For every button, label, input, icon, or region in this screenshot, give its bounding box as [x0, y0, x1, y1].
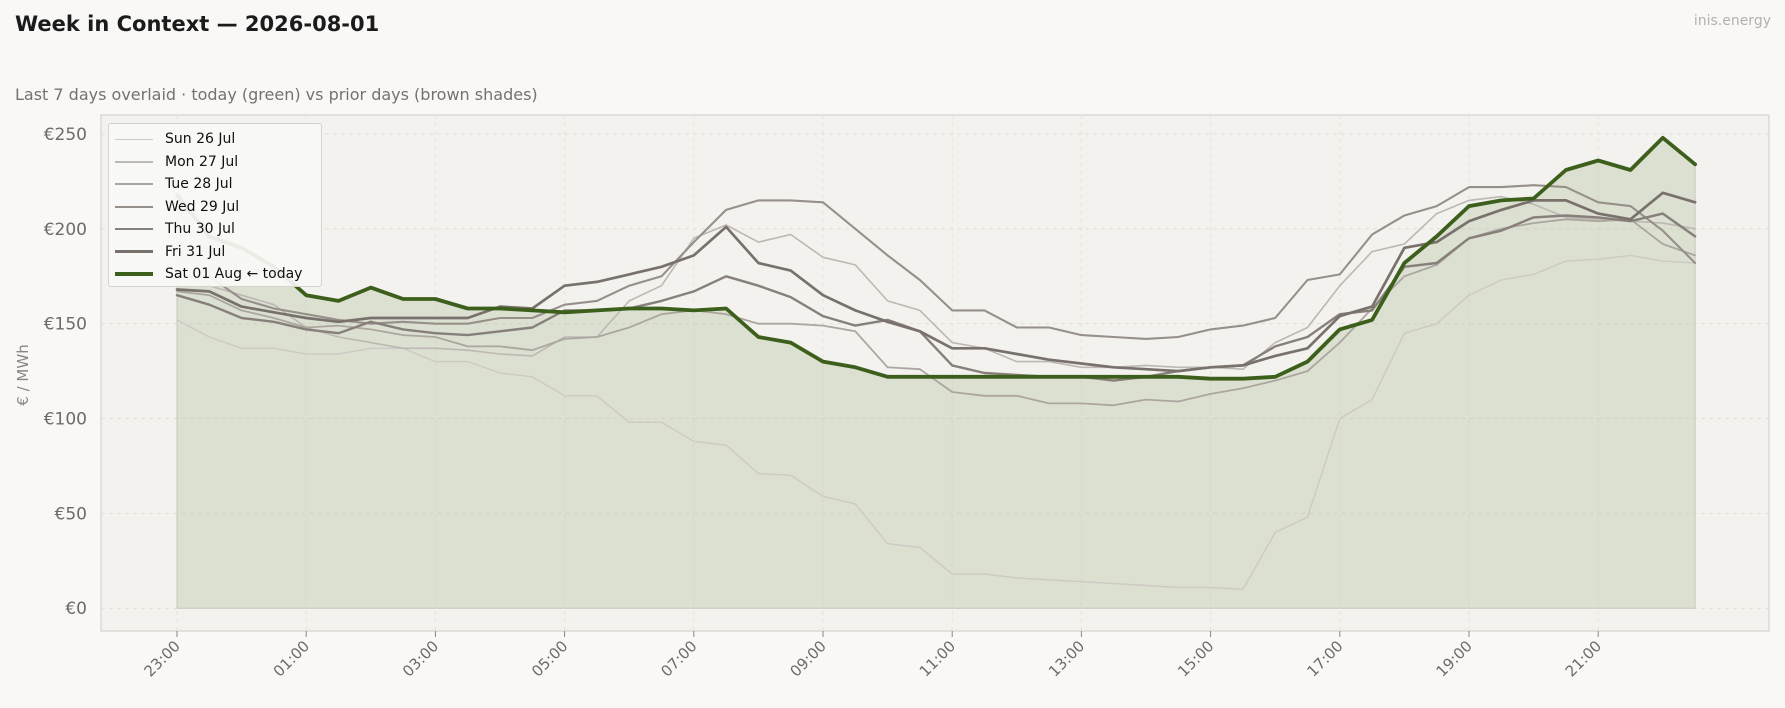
legend-swatch	[115, 138, 153, 140]
x-tick-label: 13:00	[1045, 637, 1088, 680]
legend-label: Thu 30 Jul	[165, 221, 235, 238]
x-tick-label: 19:00	[1433, 637, 1476, 680]
brand-label: inis.energy	[1693, 13, 1771, 29]
series-line-1	[176, 195, 1696, 371]
legend-item: Thu 30 Jul	[115, 218, 321, 241]
legend-item: Sun 26 Jul	[115, 128, 321, 151]
legend-item: Sat 01 Aug ← today	[115, 263, 321, 286]
y-tick-label: €150	[44, 315, 87, 335]
x-tick-label: 03:00	[399, 637, 442, 680]
y-axis-title: € / MWh	[14, 344, 32, 406]
y-tick-label: €250	[44, 125, 87, 145]
legend-swatch	[115, 160, 153, 163]
series-line-4	[175, 212, 1697, 382]
legend-label: Wed 29 Jul	[165, 198, 240, 215]
legend-swatch	[115, 272, 153, 277]
legend-item: Tue 28 Jul	[115, 173, 321, 196]
y-tick-label: €50	[55, 504, 87, 524]
legend-swatch	[115, 183, 153, 186]
x-tick-label: 23:00	[141, 637, 184, 680]
legend-label: Tue 28 Jul	[165, 176, 233, 193]
y-tick-label: €100	[44, 410, 87, 430]
chart-subtitle: Last 7 days overlaid · today (green) vs …	[15, 85, 538, 104]
legend-swatch	[115, 228, 153, 231]
series-line-2	[176, 218, 1696, 407]
legend-swatch	[115, 205, 153, 208]
legend-label: Mon 27 Jul	[165, 153, 239, 170]
legend-item: Wed 29 Jul	[115, 196, 321, 219]
series-line-5	[175, 191, 1697, 373]
series-line-0	[176, 254, 1696, 590]
x-tick-label: 07:00	[657, 637, 700, 680]
x-tick-label: 05:00	[528, 637, 571, 680]
legend-label: Sat 01 Aug ← today	[165, 266, 303, 283]
legend-label: Fri 31 Jul	[165, 243, 226, 260]
x-tick-label: 21:00	[1562, 637, 1605, 680]
x-tick-label: 15:00	[1174, 637, 1217, 680]
legend-swatch	[115, 250, 153, 254]
x-tick-label: 01:00	[270, 637, 313, 680]
x-tick-label: 09:00	[787, 637, 830, 680]
y-tick-label: €200	[44, 220, 87, 240]
series-line-3	[175, 184, 1697, 340]
legend-label: Sun 26 Jul	[165, 131, 236, 148]
legend-item: Fri 31 Jul	[115, 241, 321, 264]
chart-title: Week in Context — 2026-08-01	[15, 12, 380, 36]
series-line-6	[175, 135, 1697, 381]
x-tick-label: 11:00	[916, 637, 959, 680]
legend-item: Mon 27 Jul	[115, 151, 321, 174]
y-tick-label: €0	[65, 599, 87, 619]
chart-legend: Sun 26 Jul Mon 27 Jul Tue 28 Jul Wed 29 Jul…	[108, 123, 322, 287]
x-tick-label: 17:00	[1303, 637, 1346, 680]
